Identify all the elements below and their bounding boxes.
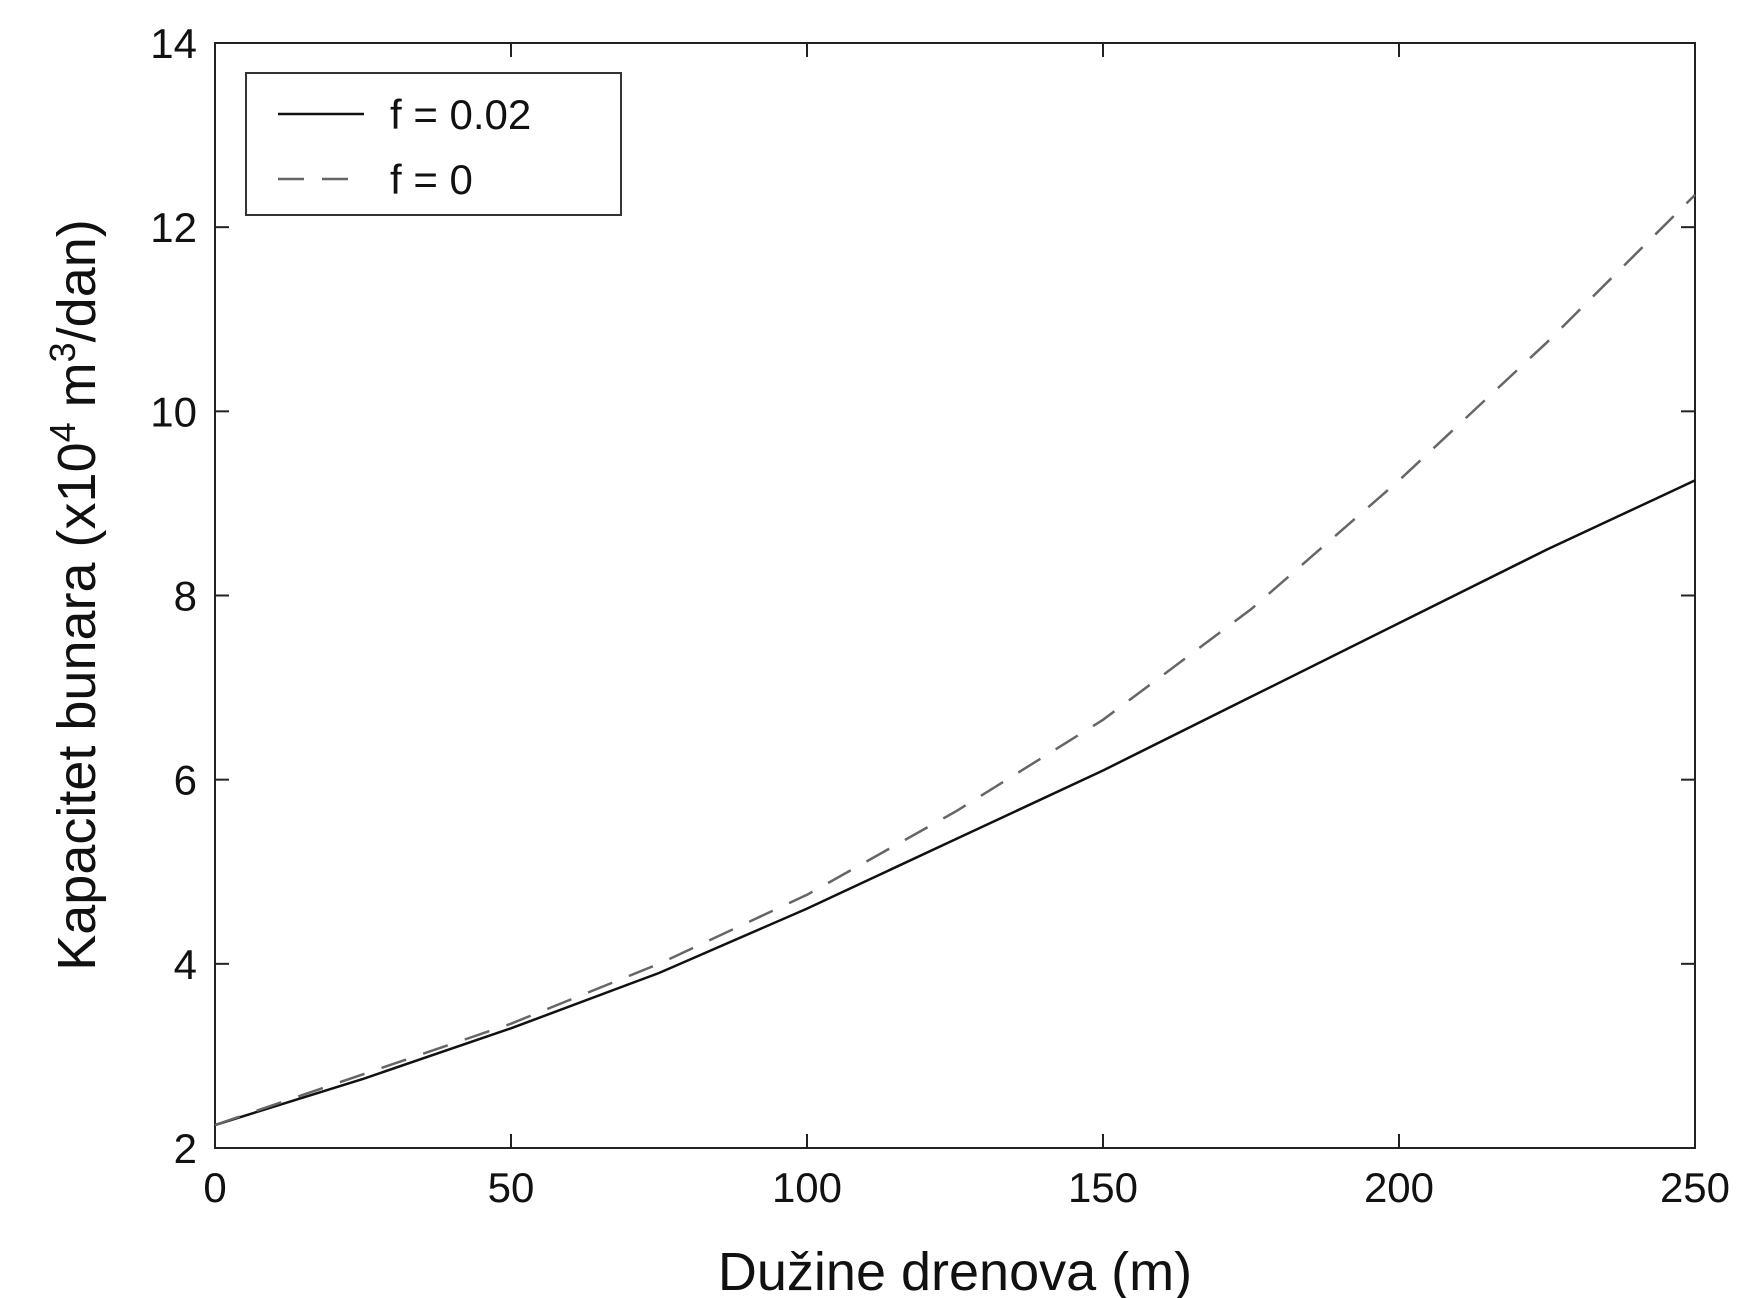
x-tick-label: 50 [488, 1164, 535, 1211]
y-axis-label-main: Kapacitet bunara (x10 [47, 442, 107, 970]
legend-box [245, 72, 622, 216]
x-tick-label: 150 [1068, 1164, 1138, 1211]
y-tick-label: 8 [174, 573, 197, 620]
y-tick-label: 6 [174, 757, 197, 804]
y-tick-label: 12 [150, 204, 197, 251]
tick-label-group: 0 50 100 150 200 250 2 4 6 8 10 12 14 [150, 20, 1730, 1211]
y-tick-label: 4 [174, 941, 197, 988]
y-tick-label: 2 [174, 1125, 197, 1172]
y-tick-label: 10 [150, 388, 197, 435]
series-line-1 [214, 194, 1696, 1127]
y-axis-label-mid: m [47, 362, 107, 422]
legend-label-f-0: f = 0 [390, 156, 473, 203]
y-tick-label: 14 [150, 20, 197, 67]
series-group [214, 194, 1696, 1127]
x-axis-label: Dužine drenova (m) [718, 1242, 1192, 1298]
y-axis-label: Kapacitet bunara (x104 m3/dan) [42, 219, 107, 971]
tick-group [214, 42, 1696, 1149]
x-tick-label: 0 [203, 1164, 226, 1211]
legend-label-f-0-02: f = 0.02 [390, 91, 531, 138]
x-tick-label: 200 [1364, 1164, 1434, 1211]
legend: f = 0.02 f = 0 [245, 72, 622, 216]
y-axis-label-sup-2: 3 [42, 342, 83, 362]
x-tick-label: 250 [1660, 1164, 1730, 1211]
y-axis-label-end: /dan) [47, 219, 107, 342]
x-tick-label: 100 [772, 1164, 842, 1211]
y-axis-label-sup-1: 4 [42, 422, 83, 442]
series-line-0 [214, 479, 1696, 1127]
